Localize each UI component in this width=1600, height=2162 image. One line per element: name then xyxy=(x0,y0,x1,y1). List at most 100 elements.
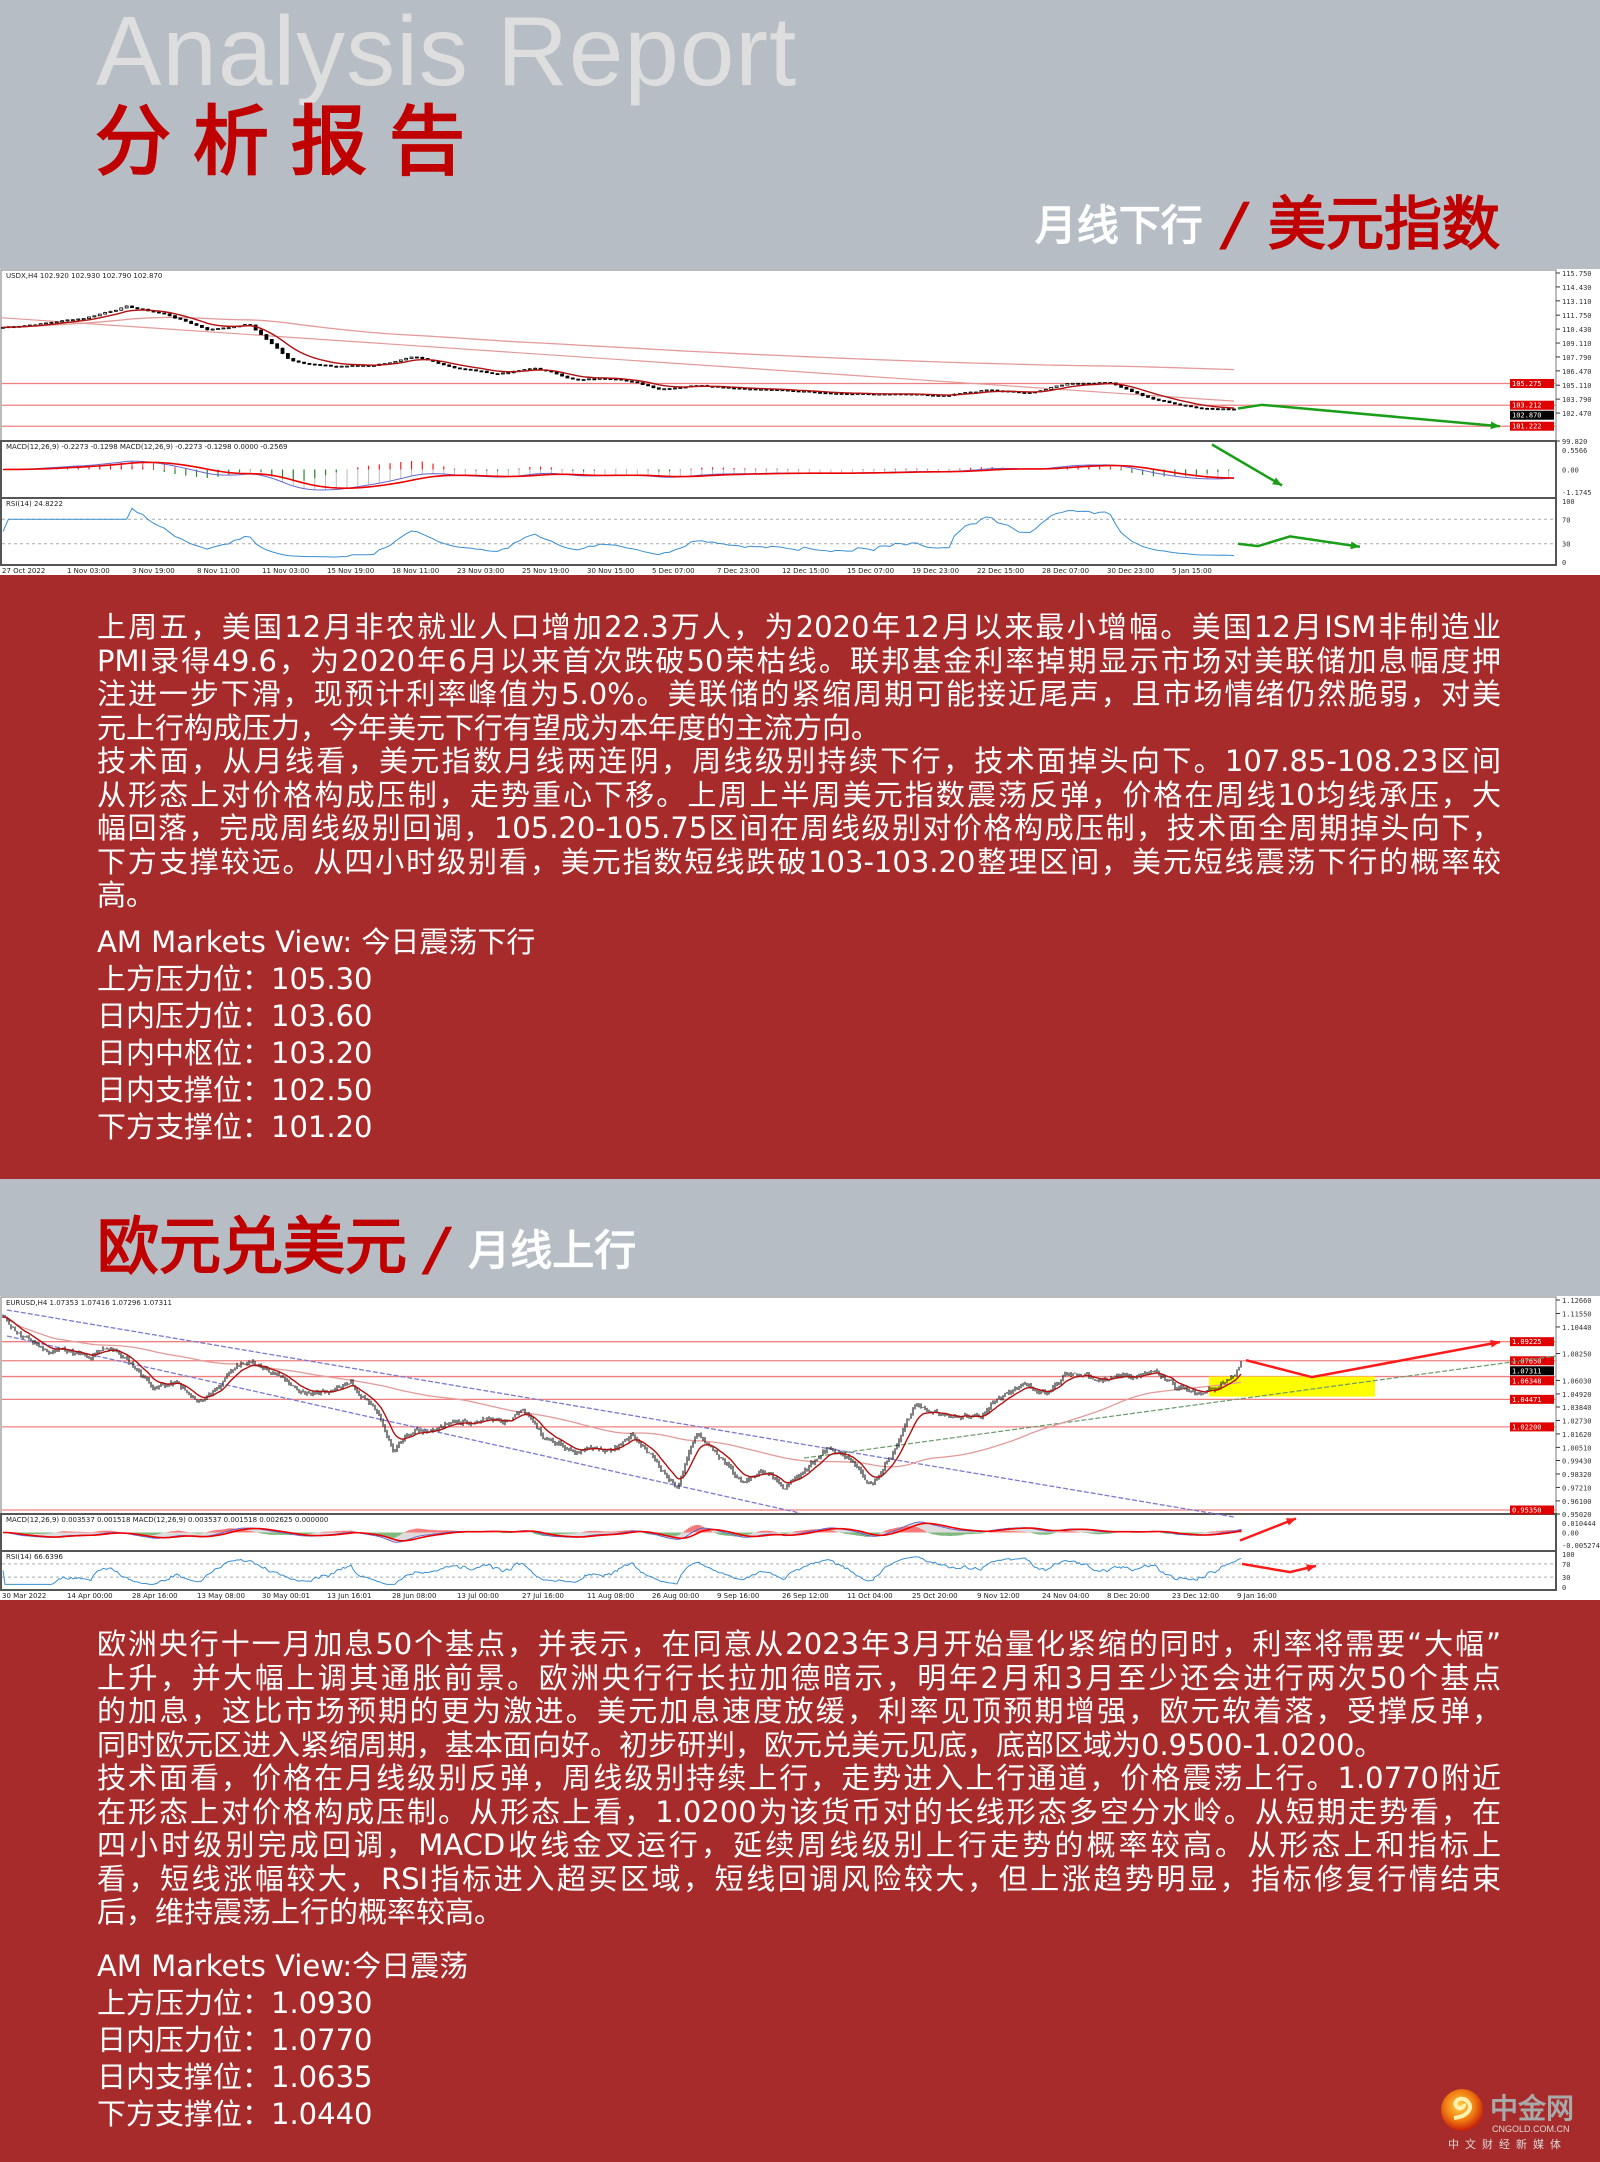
candle-body xyxy=(1146,395,1150,398)
x-axis-label: 14 Apr 00:00 xyxy=(67,1592,113,1600)
candle-body xyxy=(44,322,48,325)
long-moving-average-line xyxy=(2,1316,1242,1468)
candle-body xyxy=(393,360,398,364)
candle-body xyxy=(506,372,511,375)
channel-lower-line xyxy=(6,1335,801,1514)
x-axis-label: 9 Sep 16:00 xyxy=(717,1592,759,1600)
cngold-logo: 中金网 CNGOLD.COM.CN 中文财经新媒体 xyxy=(1440,2088,1590,2154)
level-price-label: 1.04471 xyxy=(1512,1396,1542,1404)
candle-body xyxy=(484,370,489,374)
candle-body xyxy=(1135,391,1140,394)
candle-body xyxy=(1232,408,1236,411)
eurusd-chart-svg: 1.12660 1.11550 1.10440 1.08250 1.06030 1.049… xyxy=(0,1296,1600,1600)
level-price-label: 1.07311 xyxy=(1512,1367,1542,1375)
rsi-info: RSI(14) 66.6396 xyxy=(6,1553,63,1561)
candle-body xyxy=(269,338,274,345)
x-axis-label: 5 Jan 15:00 xyxy=(1172,567,1212,575)
eur-analysis-text: 欧洲央行十一月加息50个基点，并表示，在同意从2023年3月开始量化紧缩的同时，… xyxy=(97,1627,1501,1930)
candle-body xyxy=(748,388,753,391)
paragraph-line: 注进一步下滑，现预计利率峰值为5.0%。美联储的紧缩周期可能接近尾声，且市场情绪… xyxy=(97,677,1501,711)
eur-section-header xyxy=(0,1179,1600,1296)
candle-body xyxy=(1054,385,1059,388)
paragraph-line: 在形态上对价格构成压制。从形态上看，1.0200为该货币对的长线形态多空分水岭。… xyxy=(97,1794,1501,1829)
paragraph-line: 上周五，美国12月非农就业人口增加22.3万人，为2020年12月以来最小增幅。… xyxy=(97,610,1501,644)
candle-body xyxy=(490,372,495,375)
logo-tagline: 中文财经新媒体 xyxy=(1448,2137,1567,2151)
rsi-tick-label: 0 xyxy=(1562,1584,1566,1592)
candle-body xyxy=(565,375,570,379)
level-price-tag xyxy=(1510,421,1554,431)
long-moving-average-trend xyxy=(1,317,1235,402)
level-price-label: 103.212 xyxy=(1512,402,1542,410)
level-price-tag xyxy=(1510,1376,1554,1386)
usd-level: 日内压力位：103.60 xyxy=(97,999,373,1033)
usd-trend-label: 月线下行 xyxy=(1034,201,1203,250)
candle-body xyxy=(221,327,226,330)
candle-body xyxy=(474,369,478,372)
price-tick-label: 99.820 xyxy=(1562,438,1587,446)
level-price-label: 102.870 xyxy=(1512,412,1542,420)
candle-body xyxy=(1151,396,1156,400)
candle-body xyxy=(286,353,290,359)
level-price-tag xyxy=(1510,410,1554,420)
x-axis-label: 26 Aug 00:00 xyxy=(652,1592,699,1600)
macd-info: MACD(12,26,9) -0.2273 -0.1298 MACD(12,26… xyxy=(6,443,288,451)
rsi-tick-label: 70 xyxy=(1562,516,1570,524)
rsi-tick-label: 30 xyxy=(1562,1574,1570,1582)
x-axis-label: 12 Dec 15:00 xyxy=(782,567,829,575)
macd-tick-label: 0.010444 xyxy=(1562,1520,1596,1528)
macd-signal-line xyxy=(2,1522,1242,1542)
x-axis-label: 11 Nov 03:00 xyxy=(262,567,309,575)
level-price-label: 105.275 xyxy=(1512,380,1542,388)
level-price-tag xyxy=(1510,1356,1554,1366)
price-tick-label: 113.110 xyxy=(1562,298,1592,306)
price-tick-label: 105.110 xyxy=(1562,382,1592,390)
candle-body xyxy=(1060,384,1064,387)
candle-body xyxy=(280,347,285,354)
logo-domain: CNGOLD.COM.CN xyxy=(1492,2124,1570,2134)
candle-body xyxy=(812,391,817,394)
candle-body xyxy=(662,388,667,391)
eur-level: 下方支撑位：1.0440 xyxy=(97,2097,373,2131)
rsi-tick-label: 0 xyxy=(1562,559,1566,567)
price-tick-label: 102.470 xyxy=(1562,410,1592,418)
candle-body xyxy=(1162,399,1167,402)
macd-tick-label: -0.005274 xyxy=(1562,1542,1600,1550)
rsi-line xyxy=(2,507,1235,558)
candle-body xyxy=(194,323,199,326)
paragraph-line: 看，短线涨幅较大，RSI指标进入超买区域，短线回调风险较大，但上涨趋势明显，指标… xyxy=(97,1861,1501,1896)
candle-body xyxy=(264,334,269,340)
candle-body xyxy=(635,381,640,384)
x-axis-label: 28 Apr 16:00 xyxy=(132,1592,178,1600)
candle-body xyxy=(65,319,70,322)
rsi-info: RSI(14) 24.8222 xyxy=(6,500,63,508)
candle-body xyxy=(1178,403,1183,406)
candle-body xyxy=(103,312,108,315)
eur-level: 日内压力位：1.0770 xyxy=(97,2023,373,2057)
macd-tick-label: 0.5566 xyxy=(1562,447,1587,455)
candle-body xyxy=(560,373,564,377)
x-axis-label: 3 Nov 19:00 xyxy=(132,567,175,575)
x-axis-label: 27 Oct 2022 xyxy=(2,567,45,575)
candle-body xyxy=(501,372,505,375)
candle-body xyxy=(796,390,801,393)
candle-body xyxy=(1172,402,1177,405)
price-tick-label: 1.11550 xyxy=(1562,1310,1592,1318)
price-tick-label: 115.750 xyxy=(1562,270,1592,278)
cngold-swirl-icon xyxy=(1453,2096,1472,2120)
candle-body xyxy=(398,359,403,362)
paragraph-line: 元上行构成压力，今年美元下行有望成为本年度的主流方向。 xyxy=(97,710,881,745)
paragraph-line: 幅回落，完成周线级别回调，105.20-105.75区间在周线级别对价格构成压制… xyxy=(97,811,1501,845)
forecast-arrow-macd-head xyxy=(1286,1518,1296,1526)
candle-body xyxy=(167,313,172,317)
price-tick-label: 1.01620 xyxy=(1562,1431,1592,1439)
candle-body xyxy=(113,309,118,312)
report-title-en: Analysis Report xyxy=(96,0,798,106)
x-axis-label: 25 Nov 19:00 xyxy=(522,567,569,575)
candle-body xyxy=(1065,383,1070,386)
candle-body xyxy=(802,390,806,393)
paragraph-line: 从形态上对价格构成压制，走势重心下移。上周上半周美元指数震荡反弹，价格在周线10… xyxy=(97,777,1501,812)
candle-body xyxy=(49,321,54,324)
candle-body xyxy=(1081,382,1086,385)
usd-level: 日内中枢位：103.20 xyxy=(97,1036,373,1070)
